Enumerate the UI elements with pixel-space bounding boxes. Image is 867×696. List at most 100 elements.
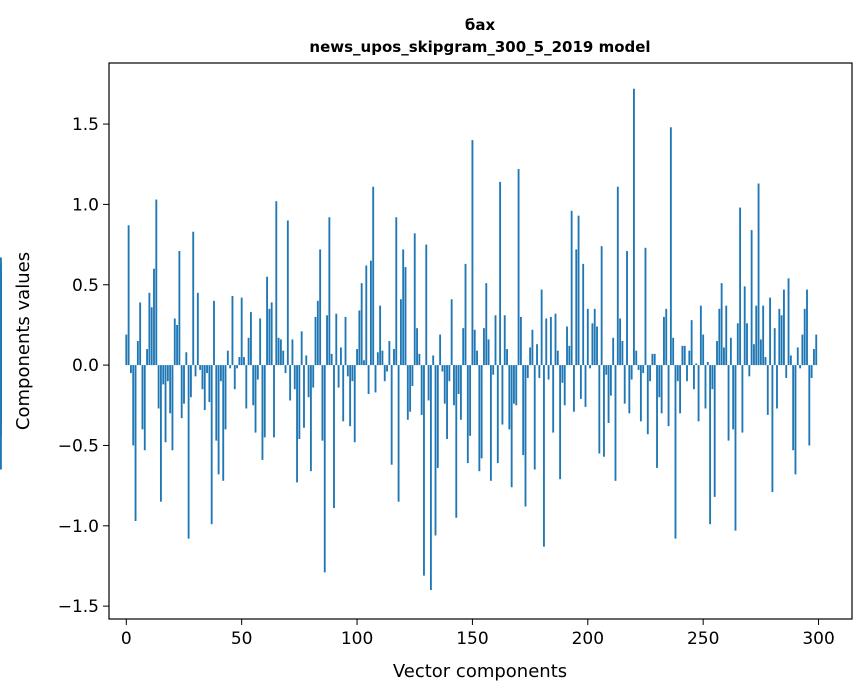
bar	[653, 353, 656, 366]
bar	[399, 299, 402, 366]
bar	[536, 344, 538, 366]
bar	[600, 246, 603, 366]
bar	[173, 318, 176, 366]
bar	[626, 251, 628, 366]
bar	[459, 365, 462, 420]
bar	[794, 365, 797, 475]
bar	[695, 363, 698, 366]
bar	[448, 365, 451, 382]
bar	[651, 353, 654, 366]
bar	[549, 316, 552, 366]
bar	[494, 315, 497, 366]
y-axis-ticks: −1.5 −1.0 −0.5 0.0 0.5 1.0 1.5	[58, 115, 109, 617]
bar	[263, 365, 266, 438]
bar	[404, 267, 407, 366]
bar	[286, 220, 289, 366]
bar	[321, 365, 324, 441]
bar	[351, 365, 354, 382]
bar	[127, 225, 130, 366]
bar	[614, 365, 617, 481]
bar	[810, 365, 813, 378]
bar	[282, 350, 285, 366]
bar	[568, 345, 571, 366]
x-axis-label: Vector components	[393, 661, 567, 682]
bar	[473, 329, 476, 366]
bar	[0, 365, 2, 470]
bar	[187, 365, 190, 539]
bar	[603, 365, 605, 457]
bar	[279, 339, 282, 366]
bar	[441, 365, 444, 372]
bar	[799, 365, 802, 369]
bar	[644, 247, 647, 366]
bar	[753, 344, 755, 366]
bar	[806, 289, 808, 366]
bar	[429, 365, 432, 591]
x-tick-label: 150	[456, 629, 488, 649]
bar	[483, 328, 485, 366]
bar	[750, 230, 753, 366]
y-tick-label: 1.0	[72, 195, 99, 215]
bar	[480, 365, 483, 459]
bar	[367, 365, 370, 395]
bar	[171, 365, 174, 451]
bar	[139, 302, 142, 366]
bar	[785, 365, 788, 378]
bar	[667, 365, 670, 427]
y-tick-label: 0.5	[72, 276, 99, 296]
bar	[316, 300, 319, 366]
bar	[503, 315, 506, 366]
bar	[736, 323, 739, 366]
bar	[665, 308, 668, 366]
x-axis-ticks: 0 50 100 150 200 250 300	[121, 619, 835, 649]
bar	[598, 365, 601, 454]
bar	[716, 341, 718, 366]
bar	[314, 316, 317, 366]
bar	[506, 349, 508, 366]
bar	[423, 365, 425, 576]
bar	[519, 316, 522, 366]
bar	[406, 365, 409, 420]
bar	[413, 233, 416, 366]
bar	[434, 365, 437, 536]
bar	[312, 365, 315, 388]
bar	[573, 365, 575, 412]
bar	[663, 316, 665, 366]
bar	[755, 305, 758, 366]
bar	[815, 334, 818, 366]
bar	[478, 365, 481, 472]
bar	[669, 127, 672, 366]
bar	[349, 365, 352, 427]
bar	[462, 328, 465, 366]
bar	[621, 341, 624, 366]
bar	[776, 365, 778, 409]
bar	[372, 186, 375, 366]
bar	[674, 365, 677, 539]
bar	[773, 328, 776, 366]
bar	[328, 217, 331, 366]
bar	[243, 357, 245, 366]
bar	[226, 350, 229, 366]
x-tick-label: 100	[341, 629, 373, 649]
y-tick-label: 1.5	[72, 115, 99, 135]
bar	[393, 349, 395, 366]
bar	[609, 365, 612, 396]
bar	[196, 292, 199, 366]
y-tick-label: −1.5	[58, 597, 99, 617]
bar	[446, 365, 448, 440]
bar	[635, 350, 638, 366]
bar	[249, 312, 252, 366]
bar	[766, 365, 769, 415]
bar	[326, 315, 328, 366]
bar	[150, 307, 153, 366]
bar	[383, 365, 386, 382]
y-axis-label: Components values	[13, 252, 34, 430]
bar	[342, 365, 345, 422]
bar	[734, 365, 737, 531]
bar	[176, 324, 178, 366]
bar	[436, 365, 439, 468]
bar	[522, 365, 525, 456]
bar	[358, 310, 361, 366]
bar	[307, 365, 310, 398]
